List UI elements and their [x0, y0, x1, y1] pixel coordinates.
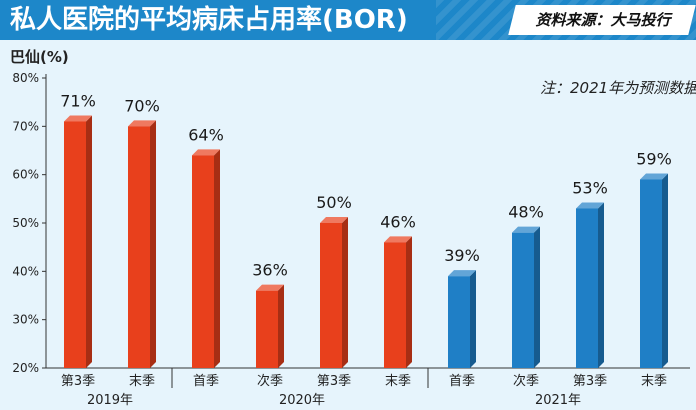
- x-tick-label: 第3季: [61, 374, 95, 389]
- year-group-label: 2021年: [535, 393, 581, 408]
- x-tick-label: 第3季: [573, 374, 607, 389]
- bar-side: [470, 270, 476, 368]
- chart-title: 私人医院的平均病床占用率(BOR): [10, 5, 408, 35]
- bar-top: [512, 226, 540, 233]
- bar-top: [384, 236, 412, 243]
- y-tick-label: 50%: [12, 216, 39, 230]
- bar-top: [640, 173, 668, 180]
- bar-side: [150, 120, 156, 368]
- y-tick-label: 30%: [12, 313, 39, 327]
- bar: [640, 179, 662, 368]
- bar-top: [64, 115, 92, 122]
- bar-top: [576, 202, 604, 209]
- bar: [384, 242, 406, 368]
- data-label: 36%: [252, 261, 288, 280]
- data-label: 70%: [124, 96, 160, 115]
- data-label: 46%: [380, 212, 416, 231]
- bar: [256, 290, 278, 368]
- bar-side: [534, 226, 540, 368]
- bar-side: [662, 173, 668, 368]
- y-axis-unit-label: 巴仙(%): [10, 48, 69, 66]
- bar-side: [342, 217, 348, 368]
- y-tick-label: 60%: [12, 168, 39, 182]
- bar: [448, 276, 470, 368]
- bar: [128, 126, 150, 368]
- bar: [512, 232, 534, 368]
- data-label: 50%: [316, 193, 352, 212]
- data-label: 39%: [444, 246, 480, 265]
- bar: [192, 155, 214, 368]
- bar-top: [192, 149, 220, 156]
- bar-side: [278, 284, 284, 368]
- bar-side: [406, 236, 412, 368]
- x-tick-label: 次季: [257, 373, 283, 389]
- bar-top: [128, 120, 156, 127]
- bar-side: [214, 149, 220, 368]
- data-label: 53%: [572, 179, 608, 198]
- y-tick-label: 70%: [12, 119, 39, 133]
- bar-top: [320, 217, 348, 223]
- x-tick-label: 首季: [193, 374, 219, 389]
- x-tick-label: 末季: [129, 374, 155, 389]
- bar-side: [86, 115, 92, 368]
- source-label: 资料来源：大马投行: [535, 11, 671, 29]
- bar-top: [256, 284, 284, 291]
- y-tick-label: 20%: [12, 361, 39, 375]
- data-label: 59%: [636, 150, 672, 169]
- data-label: 71%: [60, 92, 96, 111]
- year-group-label: 2019年: [87, 393, 133, 408]
- bar: [64, 121, 86, 368]
- data-label: 64%: [188, 125, 224, 144]
- bar: [320, 223, 342, 368]
- x-tick-label: 次季: [513, 373, 539, 389]
- y-tick-label: 40%: [12, 264, 39, 278]
- x-tick-label: 末季: [641, 374, 667, 389]
- bar-side: [598, 202, 604, 368]
- data-label: 48%: [508, 203, 544, 222]
- forecast-note: 注：2021年为预测数据: [540, 79, 696, 97]
- bar: [576, 208, 598, 368]
- x-tick-label: 第3季: [317, 374, 351, 389]
- y-tick-label: 80%: [12, 71, 39, 85]
- year-group-label: 2020年: [279, 393, 325, 408]
- x-tick-label: 首季: [449, 374, 475, 389]
- bar-top: [448, 270, 476, 277]
- x-tick-label: 末季: [385, 374, 411, 389]
